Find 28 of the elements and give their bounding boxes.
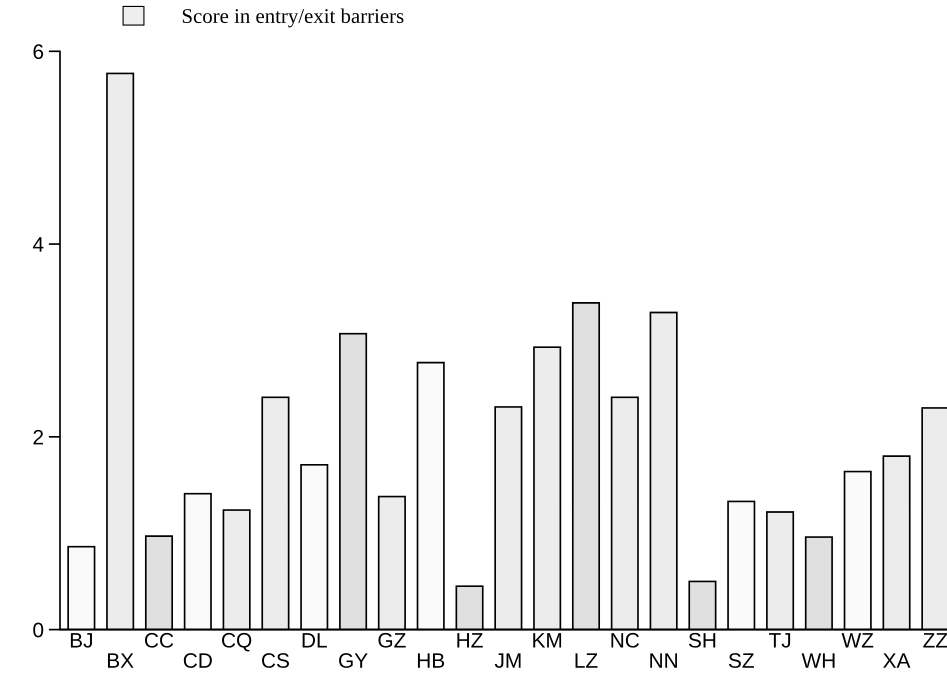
y-tick-label: 4 [32, 237, 44, 252]
x-tick-label: SZ [728, 653, 754, 668]
y-tick-label: 0 [33, 622, 44, 638]
x-tick-label: NC [611, 632, 640, 648]
x-tick-label: HZ [457, 633, 483, 648]
y-tick-label: 6 [34, 44, 44, 60]
x-tick-label: SH [688, 632, 716, 648]
x-tick-label: LZ [576, 653, 598, 668]
x-tick-label: ZZ [923, 633, 947, 648]
x-tick-label: NN [650, 653, 677, 668]
x-tick-label: GZ [378, 632, 406, 648]
x-tick-label: BJ [70, 633, 92, 648]
legend-label: Score in entry/exit barriers [182, 8, 404, 28]
y-tick-label: 2 [33, 430, 43, 444]
x-tick-label: KM [533, 633, 562, 648]
x-tick-label: WZ [842, 633, 874, 648]
x-tick-label: XA [883, 653, 910, 668]
x-tick-label: CD [184, 653, 212, 668]
x-tick-label: CQ [222, 632, 252, 652]
x-tick-label: JM [494, 653, 521, 668]
x-tick-label: DL [302, 633, 327, 648]
x-tick-label: CC [145, 632, 174, 648]
x-tick-label: TJ [768, 633, 790, 648]
x-tick-label: BX [108, 653, 134, 668]
x-tick-label: HB [418, 653, 444, 668]
x-tick-label: GY [339, 653, 368, 668]
x-tick-label: CS [262, 653, 289, 668]
x-tick-label: WH [802, 653, 835, 668]
